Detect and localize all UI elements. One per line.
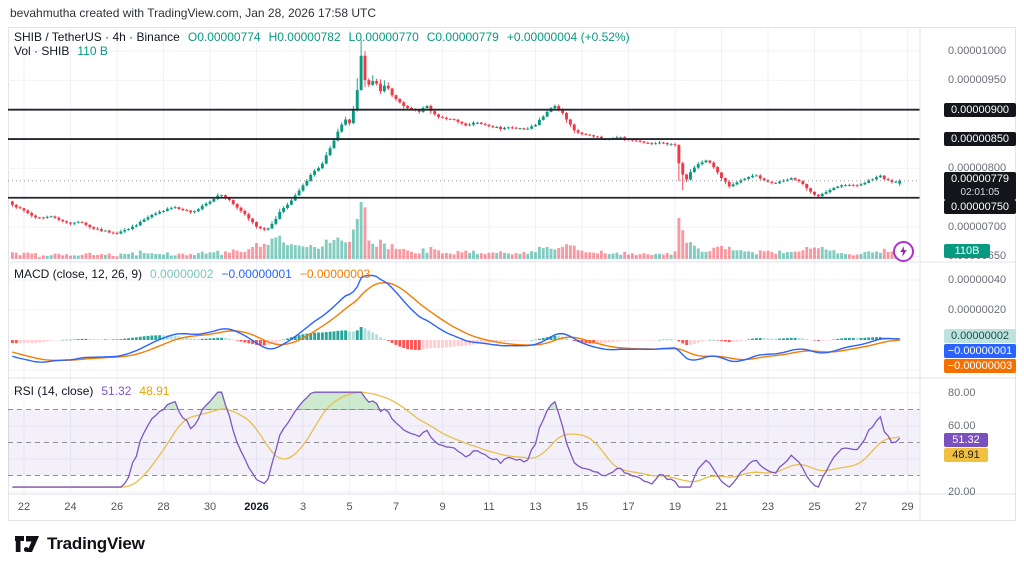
time-tick[interactable]: 5 bbox=[346, 501, 353, 513]
close-value: C0.00000779 bbox=[426, 30, 499, 44]
price-tick: 0.00000700 bbox=[948, 221, 1007, 234]
time-tick[interactable]: 27 bbox=[854, 501, 868, 513]
time-tick[interactable]: 2026 bbox=[244, 501, 269, 513]
chart-frame bbox=[8, 27, 1016, 521]
rsi-axis-ma-label: 48.91 bbox=[944, 448, 988, 462]
price-level-label-900: 0.00000900 bbox=[944, 103, 1016, 117]
rsi-axis-value-label: 51.32 bbox=[944, 433, 988, 447]
macd-hist-value: 0.00000002 bbox=[150, 267, 214, 281]
price-tick: 0.00001000 bbox=[948, 45, 1007, 57]
price-tick: 0.00000950 bbox=[948, 74, 1007, 87]
time-tick[interactable]: 25 bbox=[808, 501, 821, 513]
macd-legend: MACD (close, 12, 26, 9) 0.00000002 −0.00… bbox=[14, 267, 370, 281]
macd-axis-hist-label: 0.00000002 bbox=[944, 329, 1016, 343]
rsi-tick: 20.00 bbox=[948, 486, 976, 498]
time-tick[interactable]: 9 bbox=[439, 501, 446, 513]
time-tick[interactable]: 22 bbox=[17, 501, 31, 513]
tradingview-logo[interactable]: TradingView bbox=[14, 533, 145, 555]
rsi-legend: RSI (14, close) 51.32 48.91 bbox=[14, 384, 169, 398]
time-tick[interactable]: 3 bbox=[299, 501, 307, 513]
time-tick[interactable]: 19 bbox=[668, 501, 682, 513]
rsi-ma-value: 48.91 bbox=[139, 384, 170, 398]
tradingview-logo-icon bbox=[15, 536, 39, 552]
lightning-icon bbox=[900, 246, 907, 257]
time-tick[interactable]: 23 bbox=[761, 501, 775, 513]
time-tick[interactable]: 21 bbox=[715, 501, 728, 513]
volume-axis-label: 110B bbox=[944, 244, 990, 258]
price-tick: 0.00000800 bbox=[948, 162, 1007, 175]
lightning-button[interactable] bbox=[893, 241, 914, 262]
last-price-label: 0.00000779 02:01:05 bbox=[944, 172, 1016, 200]
time-tick[interactable]: 24 bbox=[64, 501, 77, 513]
tradingview-logo-text: TradingView bbox=[47, 534, 145, 553]
time-tick[interactable]: 13 bbox=[529, 501, 542, 513]
macd-label: MACD (close, 12, 26, 9) bbox=[14, 267, 143, 281]
high-value: H0.00000782 bbox=[268, 30, 341, 44]
time-tick[interactable]: 15 bbox=[575, 501, 589, 513]
time-tick[interactable]: 30 bbox=[203, 501, 217, 513]
macd-tick: 0.00000040 bbox=[948, 274, 1007, 286]
attribution: bevahmutha created with TradingView.com,… bbox=[10, 6, 376, 20]
price-level-label-850: 0.00000850 bbox=[944, 132, 1016, 146]
macd-axis-signal-label: −0.00000003 bbox=[944, 359, 1016, 373]
change-value: +0.00000004 (+0.52%) bbox=[506, 30, 630, 44]
volume-value: 110 B bbox=[77, 44, 108, 58]
time-tick[interactable]: 26 bbox=[110, 501, 124, 513]
rsi-value: 51.32 bbox=[101, 384, 132, 398]
macd-signal-value: −0.00000003 bbox=[299, 267, 371, 281]
macd-line-value: −0.00000001 bbox=[221, 267, 292, 281]
open-value: O0.00000774 bbox=[187, 30, 261, 44]
macd-tick: 0.00000020 bbox=[948, 304, 1007, 316]
macd-axis-line-label: −0.00000001 bbox=[944, 344, 1016, 358]
symbol-title: SHIB / TetherUS · 4h · Binance bbox=[14, 30, 180, 44]
last-price-value: 0.00000779 bbox=[950, 173, 1010, 185]
rsi-label: RSI (14, close) bbox=[14, 384, 94, 398]
volume-legend: Vol · SHIB 110 B bbox=[14, 44, 108, 58]
countdown-label: 02:01:05 bbox=[960, 187, 1000, 198]
volume-label: Vol · SHIB bbox=[14, 44, 70, 58]
time-tick[interactable]: 17 bbox=[622, 501, 635, 513]
rsi-tick: 80.00 bbox=[948, 387, 976, 399]
rsi-tick: 60.00 bbox=[948, 420, 976, 432]
price-level-label-750: 0.00000750 bbox=[944, 200, 1016, 214]
low-value: L0.00000770 bbox=[348, 30, 419, 44]
time-tick[interactable]: 29 bbox=[901, 501, 914, 513]
time-tick[interactable]: 7 bbox=[392, 501, 400, 513]
symbol-legend: SHIB / TetherUS · 4h · Binance O0.000007… bbox=[14, 30, 630, 44]
time-tick[interactable]: 28 bbox=[157, 501, 170, 513]
time-tick[interactable]: 11 bbox=[483, 501, 495, 513]
